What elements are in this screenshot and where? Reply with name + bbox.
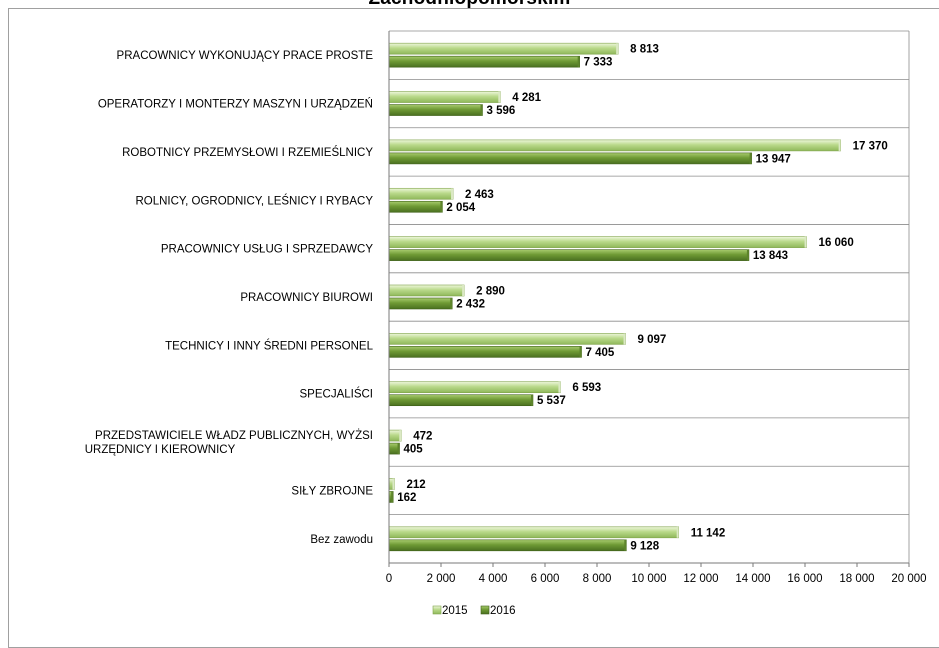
bar-cap-2015 (623, 333, 626, 345)
data-label-2016: 162 (397, 492, 416, 504)
data-label-2016: 2 432 (456, 299, 485, 311)
data-label-2016: 13 843 (753, 250, 788, 262)
category-label: PRACOWNICY USŁUG I SPRZEDAWCY (161, 244, 373, 256)
x-tick-label: 10 000 (631, 573, 666, 585)
category-label: SPECJALIŚCI (300, 388, 374, 401)
data-label-2015: 4 281 (512, 92, 541, 104)
bar-cap-2016 (450, 298, 453, 309)
bar-cap-2015 (462, 285, 465, 296)
bar-2016 (388, 346, 582, 358)
bar-2015 (388, 526, 679, 539)
bar-2016 (388, 55, 580, 68)
legend-swatch-2015 (432, 605, 442, 615)
data-label-2016: 9 128 (630, 540, 659, 552)
bar-2016 (388, 297, 453, 310)
x-tick-label: 4 000 (479, 573, 508, 585)
data-label-2015: 17 370 (853, 140, 888, 152)
legend-label-2015: 2015 (442, 605, 468, 617)
category-label: URZĘDNICY I KIEROWNICY (85, 444, 236, 456)
category-label: ROLNICY, OGRODNICY, LEŚNICY I RYBACY (135, 194, 373, 207)
bar-2015 (388, 91, 501, 103)
bar-cap-2016 (530, 394, 533, 406)
bar-2016 (388, 249, 750, 261)
bar-cap-2016 (624, 539, 627, 551)
category-label: OPERATORZY I MONTERZY MASZYN I URZĄDZEŃ (98, 98, 373, 111)
bar-cap-2015 (392, 478, 395, 490)
category-label: Bez zawodu (310, 534, 373, 546)
bar-cap-2015 (498, 91, 501, 103)
category-label: SIŁY ZBROJNE (291, 485, 373, 497)
bar-cap-2016 (391, 491, 394, 503)
data-label-2016: 3 596 (486, 105, 515, 117)
bar-2015 (388, 236, 807, 248)
x-tick-label: 12 000 (683, 573, 718, 585)
data-label-2015: 2 890 (476, 286, 505, 298)
bar-cap-2016 (577, 56, 580, 68)
bar-2016 (388, 200, 443, 213)
category-label: PRZEDSTAWICIELE WŁADZ PUBLICZNYCH, WYŻSI (95, 429, 373, 442)
x-tick-label: 8 000 (583, 573, 612, 585)
data-label-2016: 5 537 (537, 395, 566, 407)
bar-2015 (388, 284, 465, 297)
bar-cap-2015 (676, 526, 679, 538)
legend-label-2016: 2016 (490, 605, 516, 617)
category-label: PRACOWNICY BIUROWI (240, 292, 373, 304)
category-label: ROBOTNICY PRZEMYSŁOWI I RZEMIEŚLNICY (122, 146, 373, 159)
data-label-2015: 11 142 (691, 527, 726, 539)
bar-cap-2015 (616, 43, 619, 55)
data-label-2015: 212 (407, 479, 426, 491)
data-label-2015: 472 (413, 431, 432, 443)
bar-cap-2016 (480, 104, 483, 116)
bar-cap-2016 (579, 346, 582, 358)
bar-2016 (388, 539, 627, 552)
bar-2015 (388, 187, 454, 200)
x-tick-label: 20 000 (891, 573, 926, 585)
bar-cap-2015 (838, 139, 841, 151)
data-label-2015: 9 097 (638, 334, 667, 346)
bar-2016 (388, 104, 483, 116)
bar-2016 (388, 394, 534, 407)
data-label-2016: 13 947 (756, 153, 791, 165)
data-label-2015: 6 593 (572, 382, 601, 394)
data-label-2015: 2 463 (465, 189, 494, 201)
x-tick-label: 16 000 (787, 573, 822, 585)
data-label-2015: 16 060 (819, 237, 854, 249)
x-tick-label: 2 000 (427, 573, 456, 585)
bar-2015 (388, 139, 841, 152)
bar-cap-2016 (397, 443, 400, 455)
bar-cap-2015 (451, 188, 454, 200)
data-label-2016: 7 333 (584, 57, 613, 69)
x-tick-label: 6 000 (531, 573, 560, 585)
legend-swatch-2016 (480, 605, 490, 615)
data-label-2015: 8 813 (630, 44, 659, 56)
x-tick-label: 0 (386, 573, 392, 585)
bar-cap-2016 (746, 249, 749, 261)
chart-title: Zachodniopomorskim (0, 0, 939, 10)
x-tick-label: 18 000 (839, 573, 874, 585)
bar-2015 (388, 381, 561, 394)
bar-2015 (388, 333, 626, 345)
category-label: PRACOWNICY WYKONUJĄCY PRACE PROSTE (117, 50, 374, 62)
data-label-2016: 405 (404, 444, 424, 456)
bar-chart: 8 813 7 333 PRACOWNICY WYKONUJĄCY PRACE PR… (85, 30, 927, 617)
x-tick-label: 14 000 (735, 573, 770, 585)
category-label: TECHNICY I INNY ŚREDNI PERSONEL (165, 339, 374, 352)
data-label-2016: 7 405 (586, 347, 615, 359)
bar-cap-2015 (399, 430, 402, 442)
bar-cap-2016 (749, 152, 752, 164)
bar-cap-2016 (440, 201, 443, 213)
bar-2016 (388, 152, 752, 165)
data-label-2016: 2 054 (446, 202, 475, 214)
bar-2015 (388, 42, 619, 55)
bar-cap-2015 (558, 381, 561, 393)
bar-cap-2015 (804, 236, 807, 248)
